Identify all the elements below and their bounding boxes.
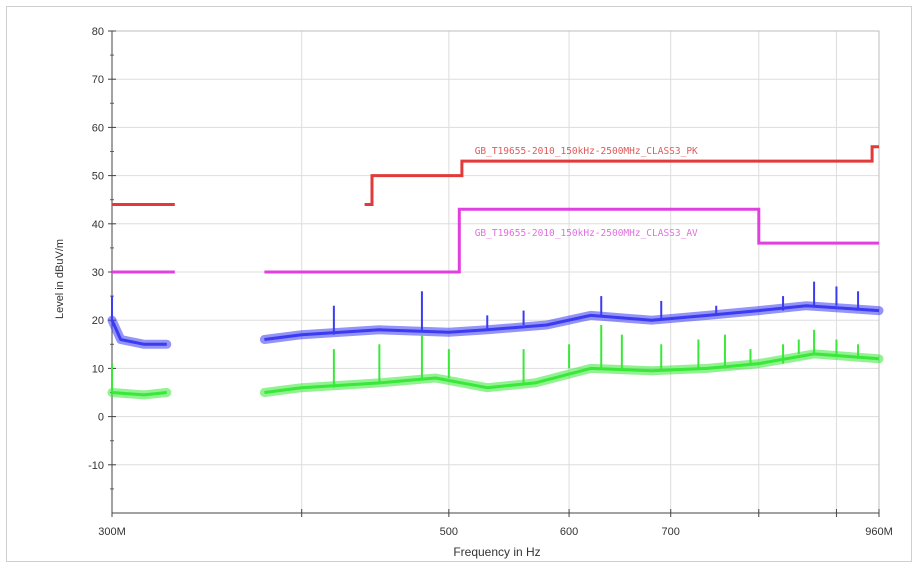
peak-trace-line	[264, 304, 880, 341]
y-tick-label: 0	[98, 412, 104, 424]
x-axis-label: Frequency in Hz	[453, 545, 540, 559]
pk-limit-line	[364, 145, 879, 206]
y-tick-label: 30	[92, 267, 104, 279]
grid	[111, 30, 880, 513]
av-limit-line-label: GB_T19655-2010_150kHz-2500MHz_CLASS3_AV	[475, 228, 698, 239]
y-tick-label: 80	[92, 26, 104, 38]
y-tick-label: 40	[92, 219, 104, 231]
y-tick-label: 50	[92, 171, 104, 183]
y-axis-label: Level in dBuV/m	[54, 239, 66, 319]
x-tick-label: 300M	[98, 526, 126, 538]
y-tick-label: 20	[92, 315, 104, 327]
measurement-series	[107, 281, 884, 400]
y-tick-label: 10	[92, 363, 104, 375]
peak-trace-band	[259, 301, 884, 344]
peak-trace-line	[110, 319, 167, 346]
tick-labels: 80 70 60 50 40 30 20 10 0 -10 300M 500 600 700 960M	[88, 26, 893, 538]
average-trace-line	[111, 391, 167, 397]
average-trace-line	[264, 352, 880, 394]
x-tick-label: 600	[560, 526, 578, 538]
chart-frame: GB_T19655-2010_150kHz-2500MHz_CLASS3_PK G…	[6, 6, 912, 562]
axes	[108, 30, 880, 517]
x-tick-label: 500	[440, 526, 458, 538]
x-tick-label: 700	[662, 526, 680, 538]
pk-limit-line-label: GB_T19655-2010_150kHz-2500MHz_CLASS3_PK	[475, 146, 698, 157]
y-tick-label: -10	[88, 460, 104, 472]
limit-lines: GB_T19655-2010_150kHz-2500MHz_CLASS3_PK G…	[112, 145, 879, 274]
emission-chart: GB_T19655-2010_150kHz-2500MHz_CLASS3_PK G…	[54, 26, 893, 559]
x-tick-label: 960M	[865, 526, 893, 538]
av-limit-line	[264, 207, 879, 274]
y-tick-label: 60	[92, 122, 104, 134]
y-tick-label: 70	[92, 74, 104, 86]
